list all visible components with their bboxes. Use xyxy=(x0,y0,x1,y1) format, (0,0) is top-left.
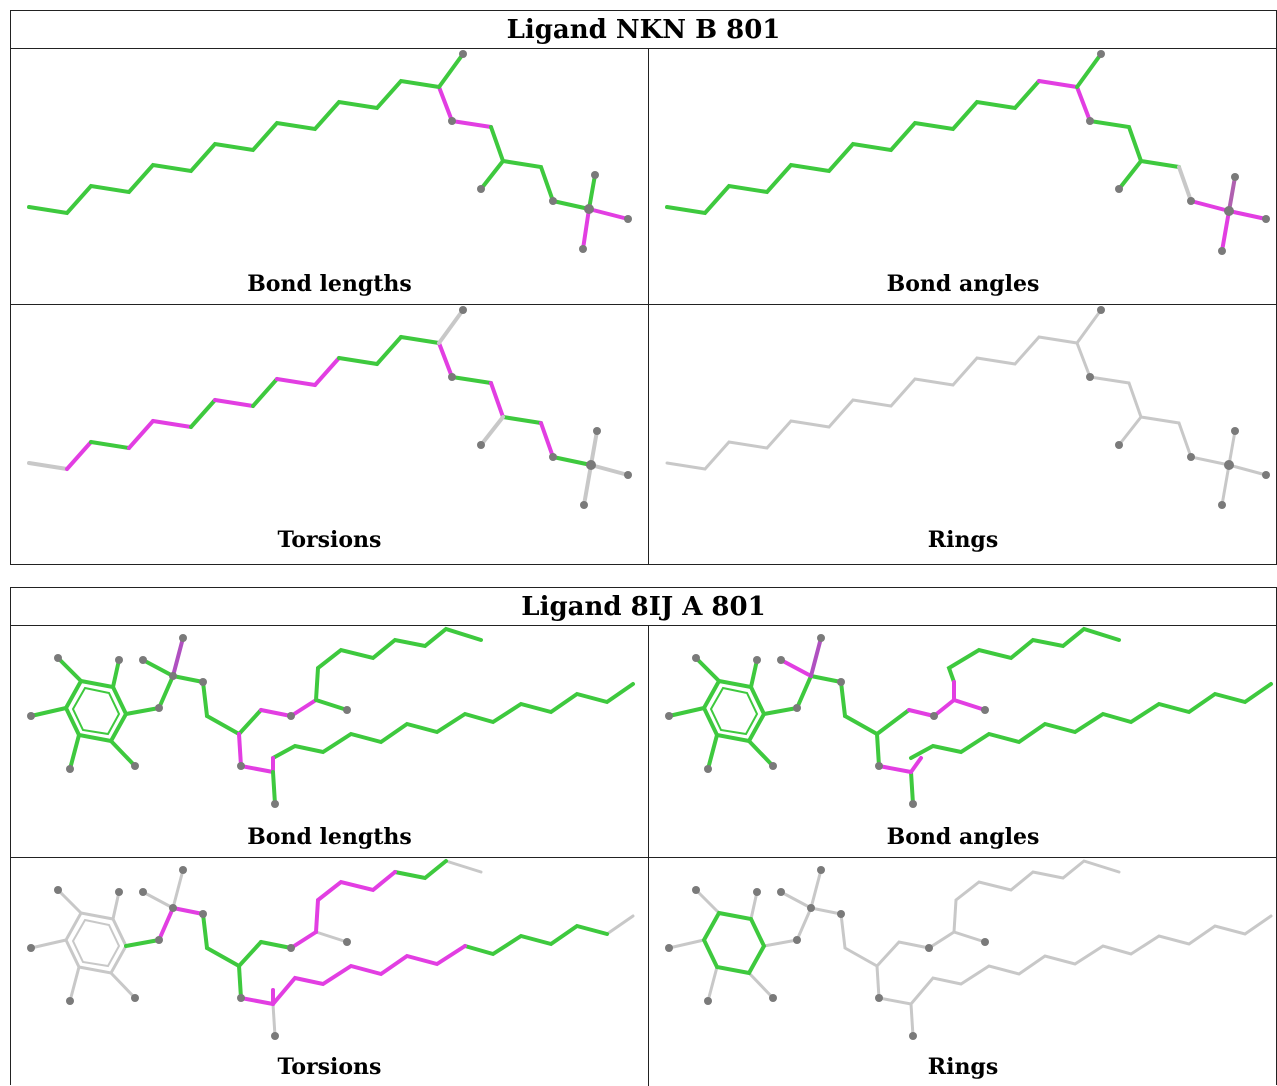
panel-rings: Rings xyxy=(649,858,1277,1086)
block-title: Ligand 8IJ A 801 xyxy=(521,592,766,622)
molecule-diagram xyxy=(27,306,632,509)
divider xyxy=(648,48,649,565)
divider xyxy=(11,625,1276,626)
block-title: Ligand NKN B 801 xyxy=(506,15,781,45)
panel-caption: Rings xyxy=(927,527,999,553)
panel-bond-lengths: Bond lengths xyxy=(11,626,648,857)
panel-caption: Bond angles xyxy=(886,271,1040,297)
panel-torsions: Torsions xyxy=(11,305,648,563)
panel-bond-angles: Bond angles xyxy=(649,49,1277,304)
ligand-block-2: Ligand 8IJ A 801 xyxy=(10,587,1277,1086)
divider xyxy=(648,625,649,1086)
molecule-diagram xyxy=(27,859,635,1040)
divider xyxy=(11,304,1276,305)
panel-rings: Rings xyxy=(649,305,1277,563)
molecule-diagram xyxy=(27,50,632,253)
molecule-diagram xyxy=(665,859,1273,1040)
molecule-diagram xyxy=(27,626,635,808)
panel-bond-angles: Bond angles xyxy=(649,626,1277,857)
molecule-diagram xyxy=(665,306,1270,509)
panel-caption: Bond lengths xyxy=(247,271,412,297)
divider xyxy=(11,48,1276,49)
ligand-block-1: Ligand NKN B 801 Bond lengths xyxy=(10,10,1277,565)
panel-caption: Torsions xyxy=(277,527,382,553)
panel-caption: Torsions xyxy=(277,1054,382,1080)
molecule-diagram xyxy=(665,626,1273,808)
panel-bond-lengths: Bond lengths xyxy=(11,49,648,304)
panel-caption: Rings xyxy=(927,1054,999,1080)
panel-caption: Bond angles xyxy=(886,824,1040,850)
molecule-diagram xyxy=(665,50,1270,255)
panel-torsions: Torsions xyxy=(11,858,648,1086)
divider xyxy=(11,857,1276,858)
panel-caption: Bond lengths xyxy=(247,824,412,850)
